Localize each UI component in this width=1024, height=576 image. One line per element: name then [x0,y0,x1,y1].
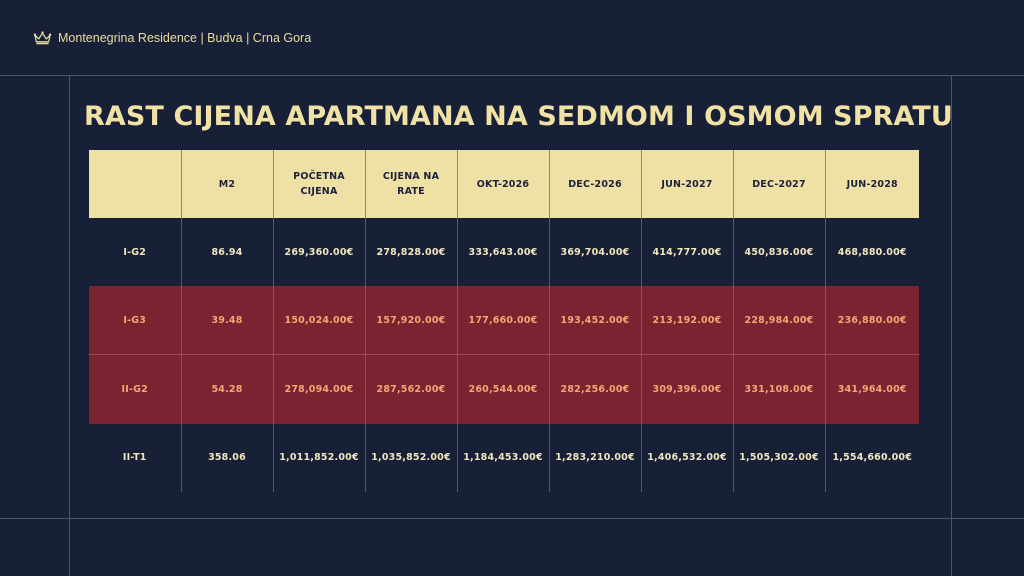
left-divider [69,75,70,576]
right-divider [951,75,952,576]
table-cell: 278,828.00€ [364,218,457,287]
header-cell-empty [89,150,181,218]
header-cell-dec-2027: DEC-2027 [732,150,825,218]
page-title: RAST CIJENA APARTMANA NA SEDMOM I OSMOM … [84,101,953,132]
table-cell: 450,836.00€ [732,218,825,287]
table-cell: 269,360.00€ [272,218,365,287]
header-cell-dec-2026: DEC-2026 [548,150,641,218]
header-cell-okt-2026: OKT-2026 [456,150,549,218]
header-cell-m2: M2 [180,150,273,218]
table-cell: 1,505,302.00€ [732,423,825,492]
header-cell-pocetna-cijena: POČETNA CIJENA [272,150,365,218]
table-cell: 236,880.00€ [824,286,919,355]
table-cell: 150,024.00€ [272,286,365,355]
table-cell: 1,035,852.00€ [364,423,457,492]
table-cell: 193,452.00€ [548,286,641,355]
table-cell: 369,704.00€ [548,218,641,287]
crown-icon [33,31,52,45]
brand-text: Montenegrina Residence | Budva | Crna Go… [58,31,312,45]
table-cell: 1,554,660.00€ [824,423,919,492]
table-cell: 333,643.00€ [456,218,549,287]
table-cell: 278,094.00€ [272,354,365,424]
table-cell: 157,920.00€ [364,286,457,355]
table-cell: 86.94 [180,218,273,287]
table-header: M2 POČETNA CIJENA CIJENA NA RATE OKT-202… [89,150,919,218]
table-cell: 358.06 [180,423,273,492]
table-cell: 331,108.00€ [732,354,825,424]
header-row: M2 POČETNA CIJENA CIJENA NA RATE OKT-202… [89,150,919,218]
table-cell: 414,777.00€ [640,218,733,287]
table-row-highlighted: II-G2 54.28 278,094.00€ 287,562.00€ 260,… [89,354,919,424]
table-cell: II-G2 [89,354,181,424]
header-cell-cijena-na-rate: CIJENA NA RATE [364,150,457,218]
header-cell-jun-2028: JUN-2028 [824,150,919,218]
table-cell: 1,184,453.00€ [456,423,549,492]
top-divider [0,75,1024,76]
table-cell: 54.28 [180,354,273,424]
table-cell: 1,283,210.00€ [548,423,641,492]
price-table: M2 POČETNA CIJENA CIJENA NA RATE OKT-202… [89,150,919,492]
table-cell: I-G2 [123,246,147,258]
table-body: I-G2 86.94 269,360.00€ 278,828.00€ 333,6… [89,218,919,492]
table-row-highlighted: I-G3 39.48 150,024.00€ 157,920.00€ 177,6… [89,286,919,355]
table-cell: 260,544.00€ [456,354,549,424]
table-cell: II-T1 [122,452,147,464]
table-cell: 1,406,532.00€ [640,423,733,492]
bottom-divider [0,518,1024,519]
table-cell: 39.48 [180,286,273,355]
header-cell-jun-2027: JUN-2027 [640,150,733,218]
table-cell: 177,660.00€ [456,286,549,355]
table-cell: I-G3 [89,286,181,355]
table-cell: 309,396.00€ [640,354,733,424]
table-cell: 341,964.00€ [824,354,919,424]
table-row: II-T1 358.06 1,011,852.00€ 1,035,852.00€… [89,423,919,492]
table-row: I-G2 86.94 269,360.00€ 278,828.00€ 333,6… [89,218,919,287]
table-cell: 228,984.00€ [732,286,825,355]
table-cell: 1,011,852.00€ [272,423,365,492]
header-brand: Montenegrina Residence | Budva | Crna Go… [33,28,311,48]
table-cell: 287,562.00€ [364,354,457,424]
table-cell: 282,256.00€ [548,354,641,424]
table-cell: 213,192.00€ [640,286,733,355]
table-cell: 468,880.00€ [824,218,919,287]
